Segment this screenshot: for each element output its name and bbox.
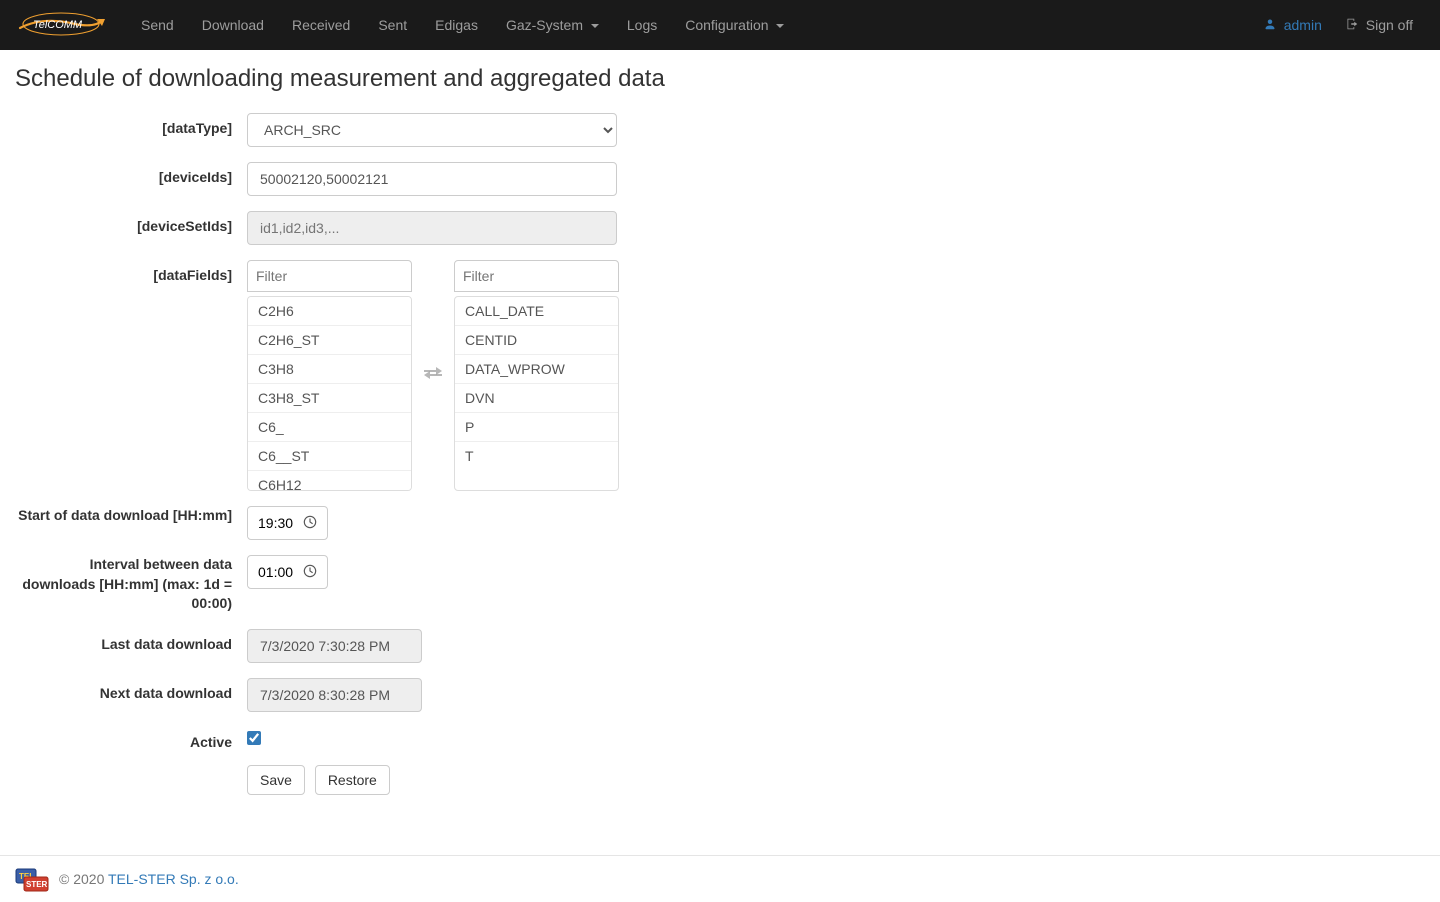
interval-label: Interval between data downloads [HH:mm] … bbox=[15, 555, 247, 614]
nav-gaz-system[interactable]: Gaz-System bbox=[506, 17, 599, 33]
clock-icon[interactable] bbox=[303, 515, 317, 532]
nextdownload-input bbox=[247, 678, 422, 712]
datatype-select[interactable]: ARCH_SRC bbox=[247, 113, 617, 147]
deviceids-input[interactable] bbox=[247, 162, 617, 196]
list-item[interactable]: C2H6_ST bbox=[248, 326, 411, 355]
available-items[interactable]: C2H6 C2H6_ST C3H8 C3H8_ST C6_ C6__ST C6H… bbox=[247, 296, 412, 491]
chevron-down-icon bbox=[591, 24, 599, 28]
starttime-input[interactable] bbox=[248, 509, 303, 537]
active-checkbox[interactable] bbox=[247, 731, 261, 745]
swap-icon[interactable] bbox=[424, 366, 442, 385]
page-title: Schedule of downloading measurement and … bbox=[15, 65, 1425, 93]
list-item[interactable]: CENTID bbox=[455, 326, 618, 355]
available-filter-input[interactable] bbox=[247, 260, 412, 292]
restore-button[interactable]: Restore bbox=[315, 765, 390, 795]
deviceids-label: [deviceIds] bbox=[15, 162, 247, 196]
user-link[interactable]: admin bbox=[1264, 17, 1322, 33]
dual-list: C2H6 C2H6_ST C3H8 C3H8_ST C6_ C6__ST C6H… bbox=[247, 260, 867, 491]
list-item[interactable]: T bbox=[455, 442, 618, 470]
chevron-down-icon bbox=[776, 24, 784, 28]
user-icon bbox=[1264, 17, 1280, 33]
clock-icon[interactable] bbox=[303, 564, 317, 581]
lastdownload-input bbox=[247, 629, 422, 663]
list-item[interactable]: C6H12 bbox=[248, 471, 411, 491]
nav-received[interactable]: Received bbox=[292, 17, 350, 33]
devicesetids-input bbox=[247, 211, 617, 245]
svg-text:STER: STER bbox=[26, 880, 48, 889]
navbar: TelCOMM Send Download Received Sent Edig… bbox=[0, 0, 1440, 50]
nav-logs[interactable]: Logs bbox=[627, 17, 657, 33]
list-item[interactable]: C6_ bbox=[248, 413, 411, 442]
starttime-wrap bbox=[247, 506, 328, 540]
nav-edigas[interactable]: Edigas bbox=[435, 17, 478, 33]
form: [dataType] ARCH_SRC [deviceIds] [deviceS… bbox=[15, 113, 915, 795]
nextdownload-label: Next data download bbox=[15, 678, 247, 712]
interval-wrap bbox=[247, 555, 328, 589]
nav-sent[interactable]: Sent bbox=[378, 17, 407, 33]
list-item[interactable]: C6__ST bbox=[248, 442, 411, 471]
list-item[interactable]: DVN bbox=[455, 384, 618, 413]
nav-download[interactable]: Download bbox=[202, 17, 264, 33]
copyright-text: © 2020 TEL-STER Sp. z o.o. bbox=[59, 871, 239, 887]
brand-logo[interactable]: TelCOMM bbox=[15, 10, 107, 40]
list-item[interactable]: DATA_WPROW bbox=[455, 355, 618, 384]
list-item[interactable]: C3H8 bbox=[248, 355, 411, 384]
signout-icon bbox=[1346, 17, 1362, 33]
nav-send[interactable]: Send bbox=[141, 17, 174, 33]
svg-text:TelCOMM: TelCOMM bbox=[33, 19, 83, 31]
datafields-label: [dataFields] bbox=[15, 260, 247, 491]
signoff-link[interactable]: Sign off bbox=[1346, 17, 1413, 33]
list-item[interactable]: CALL_DATE bbox=[455, 297, 618, 326]
starttime-label: Start of data download [HH:mm] bbox=[15, 506, 247, 540]
page-container: Schedule of downloading measurement and … bbox=[0, 50, 1440, 825]
selected-filter-input[interactable] bbox=[454, 260, 619, 292]
devicesetids-label: [deviceSetIds] bbox=[15, 211, 247, 245]
nav-configuration[interactable]: Configuration bbox=[685, 17, 784, 33]
selected-list: CALL_DATE CENTID DATA_WPROW DVN P T bbox=[454, 260, 619, 491]
save-button[interactable]: Save bbox=[247, 765, 305, 795]
list-item[interactable]: C2H6 bbox=[248, 297, 411, 326]
footer: TEL STER © 2020 TEL-STER Sp. z o.o. bbox=[0, 855, 1440, 902]
active-label: Active bbox=[15, 727, 247, 750]
nav-links: Send Download Received Sent Edigas Gaz-S… bbox=[127, 2, 1252, 48]
footer-logo-icon: TEL STER bbox=[15, 866, 53, 892]
datatype-label: [dataType] bbox=[15, 113, 247, 147]
footer-link[interactable]: TEL-STER Sp. z o.o. bbox=[108, 871, 239, 887]
list-item[interactable]: C3H8_ST bbox=[248, 384, 411, 413]
selected-items[interactable]: CALL_DATE CENTID DATA_WPROW DVN P T bbox=[454, 296, 619, 491]
navbar-right: admin Sign off bbox=[1252, 2, 1425, 48]
list-item[interactable]: P bbox=[455, 413, 618, 442]
interval-input[interactable] bbox=[248, 558, 303, 586]
lastdownload-label: Last data download bbox=[15, 629, 247, 663]
available-list: C2H6 C2H6_ST C3H8 C3H8_ST C6_ C6__ST C6H… bbox=[247, 260, 412, 491]
